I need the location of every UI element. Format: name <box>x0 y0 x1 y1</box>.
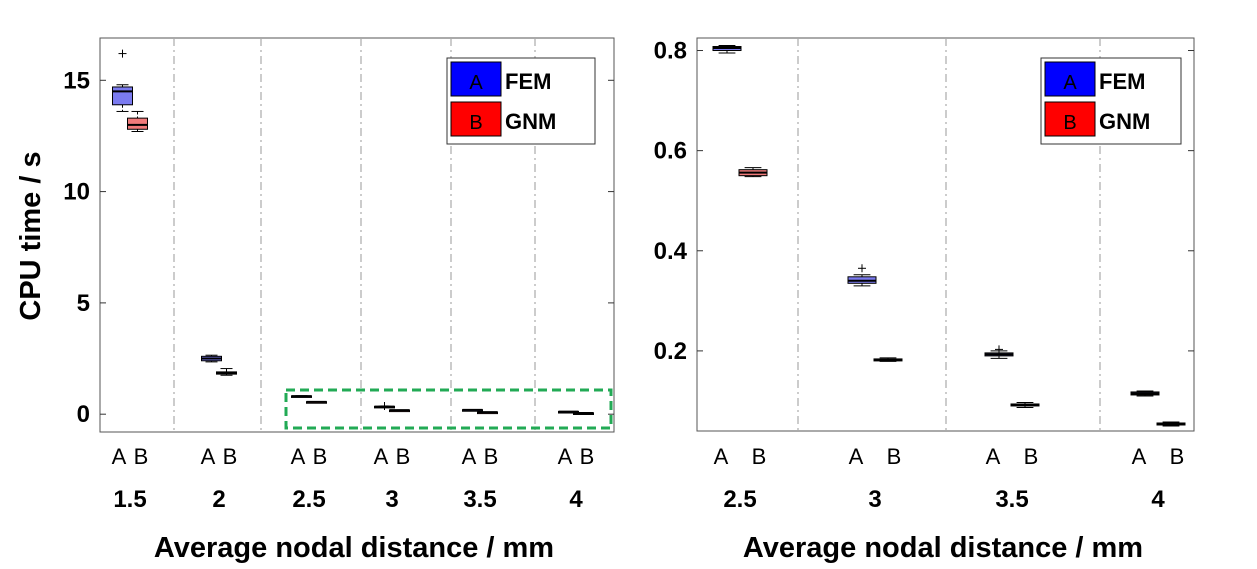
legend-label-0: FEM <box>505 69 551 94</box>
y-tick-label-0-3: 15 <box>63 67 90 94</box>
box-fem-1-1 <box>847 264 877 287</box>
box-fem-0-2 <box>291 395 312 398</box>
category-label-1-0: 2.5 <box>723 486 756 513</box>
category-label-0-3: 3 <box>385 486 398 513</box>
sub-label-b-1-2: B <box>1024 444 1039 469</box>
sub-label-a-1-2: A <box>986 444 1001 469</box>
box-body <box>112 86 133 106</box>
legend-key-0: A <box>469 72 483 94</box>
box-gnm-0-1 <box>216 368 237 376</box>
y-tick-label-0-0: 0 <box>77 401 90 428</box>
sub-label-b-1-1: B <box>887 444 902 469</box>
legend-label-1: GNM <box>1099 109 1150 134</box>
sub-label-b-0-4: B <box>484 444 499 469</box>
sub-label-b-0-0: B <box>134 444 149 469</box>
category-label-0-0: 1.5 <box>113 486 146 513</box>
box-gnm-0-5 <box>573 412 594 415</box>
category-label-0-4: 3.5 <box>463 486 496 513</box>
category-label-0-2: 2.5 <box>292 486 325 513</box>
highlight-box <box>284 388 613 430</box>
box-fem-0-1 <box>201 354 222 363</box>
sub-label-b-0-5: B <box>580 444 595 469</box>
legend-0: A FEM B GNM <box>446 57 596 145</box>
category-label-0-5: 4 <box>569 486 583 513</box>
box-gnm-1-3 <box>1156 421 1186 427</box>
box-fem-0-3 <box>374 401 395 410</box>
box-gnm-0-4 <box>477 411 498 415</box>
sub-label-a-1-1: A <box>849 444 864 469</box>
sub-label-b-0-1: B <box>223 444 238 469</box>
box-gnm-0-2 <box>306 400 327 404</box>
legend-key-0: A <box>1063 72 1077 94</box>
right-chart-panel: Average nodal distance / mm 0.2 0.4 0.6 0.8… <box>654 37 1195 564</box>
category-label-1-3: 4 <box>1151 486 1165 513</box>
y-tick-label-1-1: 0.4 <box>654 238 688 265</box>
box-gnm-1-1 <box>873 357 903 362</box>
sub-label-a-0-4: A <box>462 444 477 469</box>
y-tick-label-1-0: 0.2 <box>654 338 687 365</box>
sub-label-a-1-0: A <box>714 444 729 469</box>
y-tick-label-0-2: 10 <box>63 179 90 206</box>
right-x-axis-label: Average nodal distance / mm <box>743 532 1143 564</box>
sub-label-a-0-2: A <box>291 444 306 469</box>
sub-label-a-0-1: A <box>201 444 216 469</box>
sub-label-a-1-3: A <box>1132 444 1147 469</box>
box-fem-0-0 <box>112 49 133 112</box>
box-body <box>127 117 148 130</box>
box-fem-1-2 <box>984 345 1014 359</box>
box-gnm-1-0 <box>738 167 768 178</box>
sub-label-a-0-3: A <box>374 444 389 469</box>
category-label-1-1: 3 <box>868 486 881 513</box>
legend-key-1: B <box>1063 112 1076 134</box>
sub-label-a-0-5: A <box>558 444 573 469</box>
sub-label-a-0-0: A <box>112 444 127 469</box>
legend-1: A FEM B GNM <box>1040 57 1182 145</box>
box-gnm-0-0 <box>127 110 148 132</box>
sub-label-b-0-3: B <box>396 444 411 469</box>
left-x-axis-label: Average nodal distance / mm <box>154 532 554 564</box>
box-fem-1-3 <box>1130 390 1160 397</box>
category-label-0-1: 2 <box>212 486 225 513</box>
y-tick-label-1-3: 0.8 <box>654 38 687 65</box>
y-tick-label-1-2: 0.6 <box>654 138 687 165</box>
left-chart-panel: CPU time / s Average nodal distance / mm… <box>15 37 615 564</box>
left-y-axis-label: CPU time / s <box>15 151 47 320</box>
legend-swatch-gnm <box>450 101 502 137</box>
legend-label-0: FEM <box>1099 69 1145 94</box>
box-gnm-1-2 <box>1010 401 1040 408</box>
legend-swatch-gnm <box>1044 101 1096 137</box>
y-tick-label-0-1: 5 <box>77 290 90 317</box>
sub-label-b-1-3: B <box>1170 444 1185 469</box>
legend-key-1: B <box>469 112 482 134</box>
legend-label-1: GNM <box>505 109 556 134</box>
sub-label-b-0-2: B <box>313 444 328 469</box>
box-fem-0-4 <box>462 408 483 412</box>
legend-swatch-fem <box>450 61 502 97</box>
box-fem-1-0 <box>712 45 742 54</box>
box-gnm-0-3 <box>389 409 410 413</box>
legend-swatch-fem <box>1044 61 1096 97</box>
category-label-1-2: 3.5 <box>995 486 1028 513</box>
sub-label-b-1-0: B <box>752 444 767 469</box>
